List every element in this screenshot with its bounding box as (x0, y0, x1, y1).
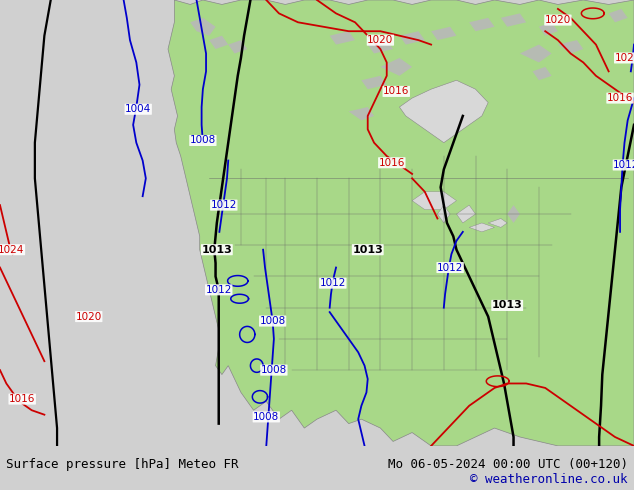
Polygon shape (168, 0, 634, 446)
Polygon shape (209, 36, 228, 49)
Text: 1012: 1012 (205, 285, 232, 295)
Text: 1008: 1008 (253, 412, 280, 422)
Text: © weatheronline.co.uk: © weatheronline.co.uk (470, 473, 628, 487)
Polygon shape (501, 13, 526, 27)
Text: 1013: 1013 (492, 300, 522, 311)
Text: 1016: 1016 (378, 158, 405, 168)
Text: Mo 06-05-2024 00:00 UTC (00+120): Mo 06-05-2024 00:00 UTC (00+120) (387, 458, 628, 471)
Polygon shape (399, 31, 425, 45)
Polygon shape (507, 205, 520, 223)
Text: 1008: 1008 (261, 365, 287, 375)
Polygon shape (330, 31, 355, 45)
Polygon shape (437, 205, 450, 223)
Text: 1012: 1012 (437, 263, 463, 272)
Polygon shape (558, 40, 583, 53)
Polygon shape (399, 80, 488, 143)
Polygon shape (488, 219, 507, 227)
Text: 1012: 1012 (210, 200, 237, 210)
Polygon shape (228, 40, 247, 53)
Polygon shape (469, 18, 495, 31)
Text: 1020: 1020 (545, 15, 571, 25)
Text: 1004: 1004 (125, 104, 152, 114)
Text: 1013: 1013 (202, 245, 232, 255)
Polygon shape (380, 58, 412, 76)
Text: Surface pressure [hPa] Meteo FR: Surface pressure [hPa] Meteo FR (6, 458, 239, 471)
Text: 1020: 1020 (614, 53, 634, 63)
Polygon shape (190, 18, 216, 36)
Polygon shape (609, 9, 628, 22)
Polygon shape (368, 40, 393, 53)
Polygon shape (412, 192, 456, 210)
Text: 1020: 1020 (367, 35, 394, 45)
Text: 1020: 1020 (75, 312, 102, 321)
Polygon shape (539, 22, 558, 36)
Text: 1012: 1012 (320, 278, 346, 288)
Polygon shape (533, 67, 552, 80)
Polygon shape (456, 205, 476, 223)
Text: 1016: 1016 (383, 86, 410, 97)
Text: 1012: 1012 (613, 160, 634, 170)
Text: 1016: 1016 (607, 93, 633, 103)
Polygon shape (431, 27, 456, 40)
Polygon shape (361, 76, 387, 89)
Polygon shape (520, 45, 552, 62)
Text: 1008: 1008 (259, 316, 286, 326)
Text: 1008: 1008 (190, 135, 216, 146)
Text: 1024: 1024 (0, 245, 25, 255)
Polygon shape (349, 107, 374, 121)
Text: 1016: 1016 (9, 394, 36, 404)
Polygon shape (469, 223, 495, 232)
Text: 1013: 1013 (353, 245, 383, 255)
